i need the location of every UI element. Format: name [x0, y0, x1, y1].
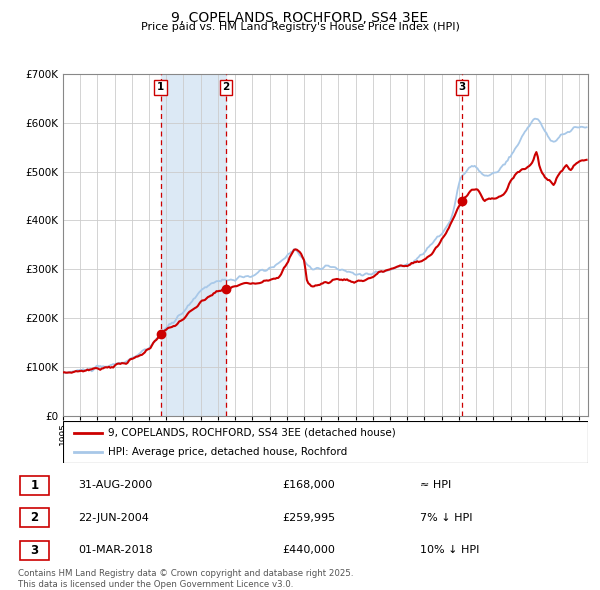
Text: 2: 2	[31, 511, 38, 525]
Bar	[161, 74, 226, 416]
Text: £440,000: £440,000	[282, 545, 335, 555]
Text: 1: 1	[157, 83, 164, 93]
Text: HPI: Average price, detached house, Rochford: HPI: Average price, detached house, Roch…	[107, 447, 347, 457]
Text: Price paid vs. HM Land Registry's House Price Index (HPI): Price paid vs. HM Land Registry's House …	[140, 22, 460, 32]
Text: 9, COPELANDS, ROCHFORD, SS4 3EE: 9, COPELANDS, ROCHFORD, SS4 3EE	[172, 11, 428, 25]
Text: 7% ↓ HPI: 7% ↓ HPI	[420, 513, 473, 523]
Text: ≈ HPI: ≈ HPI	[420, 480, 451, 490]
Text: 01-MAR-2018: 01-MAR-2018	[78, 545, 153, 555]
Text: 3: 3	[31, 543, 38, 557]
Text: 31-AUG-2000: 31-AUG-2000	[78, 480, 152, 490]
Text: £259,995: £259,995	[282, 513, 335, 523]
Text: 10% ↓ HPI: 10% ↓ HPI	[420, 545, 479, 555]
Text: 2: 2	[223, 83, 230, 93]
Text: 9, COPELANDS, ROCHFORD, SS4 3EE (detached house): 9, COPELANDS, ROCHFORD, SS4 3EE (detache…	[107, 428, 395, 438]
Text: £168,000: £168,000	[282, 480, 335, 490]
Text: 3: 3	[458, 83, 466, 93]
Text: 22-JUN-2004: 22-JUN-2004	[78, 513, 149, 523]
Text: Contains HM Land Registry data © Crown copyright and database right 2025.
This d: Contains HM Land Registry data © Crown c…	[18, 569, 353, 589]
Text: 1: 1	[31, 478, 38, 492]
